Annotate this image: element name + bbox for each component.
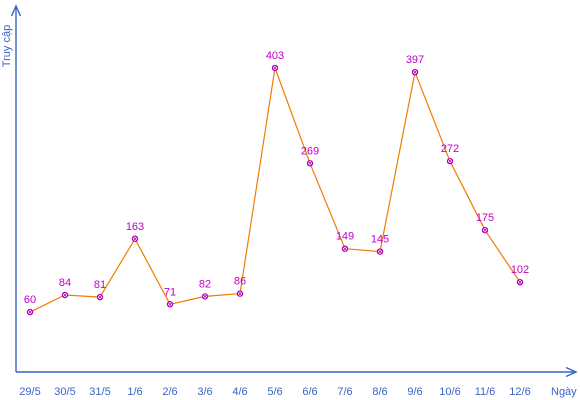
data-label: 102 xyxy=(511,264,529,276)
data-point xyxy=(516,278,524,286)
data-point xyxy=(26,308,34,316)
x-tick-label: 31/5 xyxy=(89,386,110,398)
data-point xyxy=(306,160,314,167)
data-label: 82 xyxy=(199,278,211,290)
x-tick-label: 1/6 xyxy=(127,386,142,398)
data-point-cross xyxy=(413,70,417,75)
data-point-cross xyxy=(98,295,102,300)
data-label: 163 xyxy=(126,221,144,233)
data-point-cross xyxy=(483,228,487,233)
data-point-cross xyxy=(308,161,312,166)
data-point xyxy=(61,291,69,299)
x-axis-title: Ngày xyxy=(551,386,577,398)
data-point-cross xyxy=(63,293,67,297)
x-tick-label: 3/6 xyxy=(197,386,212,398)
x-axis-arrow xyxy=(565,366,578,378)
y-axis-title: Truy cập xyxy=(1,25,13,67)
data-label: 272 xyxy=(441,143,459,155)
x-tick-label: 7/6 xyxy=(337,386,352,398)
data-label: 403 xyxy=(266,50,284,62)
data-point xyxy=(446,157,454,165)
x-tick-label: 9/6 xyxy=(407,386,422,398)
data-label: 397 xyxy=(406,54,424,66)
data-point xyxy=(271,64,279,72)
data-point-cross xyxy=(168,302,172,307)
x-tick-label: 29/5 xyxy=(19,386,40,398)
data-point-cross xyxy=(133,236,137,241)
axes xyxy=(10,4,578,378)
data-point xyxy=(411,68,419,76)
series-group xyxy=(29,65,521,313)
data-point-cross xyxy=(273,66,277,70)
data-label: 84 xyxy=(59,277,71,289)
y-axis-arrow xyxy=(10,4,22,17)
data-point xyxy=(236,290,244,297)
data-point xyxy=(201,293,209,300)
x-tick-label: 8/6 xyxy=(372,386,387,398)
data-label: 86 xyxy=(234,276,246,288)
data-labels-group: 60 84 81 163 71 82 86 403 269 149 145 397 272 175 102 xyxy=(24,50,529,306)
x-tick-label: 4/6 xyxy=(232,386,247,398)
data-point-cross xyxy=(343,246,347,251)
data-point-cross xyxy=(448,159,452,164)
x-tick-label: 12/6 xyxy=(509,386,530,398)
x-tick-label: 6/6 xyxy=(302,386,317,398)
data-point-cross xyxy=(238,291,242,296)
data-label: 175 xyxy=(476,212,494,224)
data-point-cross xyxy=(518,280,522,285)
series-line xyxy=(29,65,521,313)
x-tick-label: 5/6 xyxy=(267,386,282,398)
x-tick-label: 11/6 xyxy=(475,386,496,398)
data-point-cross xyxy=(28,310,32,314)
data-label: 81 xyxy=(94,279,106,291)
data-label: 149 xyxy=(336,231,354,243)
data-point xyxy=(131,235,139,242)
data-point xyxy=(376,248,384,255)
data-label: 71 xyxy=(164,286,176,298)
data-label: 269 xyxy=(301,145,319,157)
x-tick-labels: 29/5 30/5 31/5 1/6 2/6 3/6 4/6 5/6 6/6 7/6 8/6 9/6 1… xyxy=(19,386,530,398)
x-tick-label: 2/6 xyxy=(162,386,177,398)
data-point xyxy=(96,293,104,301)
data-point xyxy=(341,245,349,252)
data-point-cross xyxy=(203,294,207,299)
data-label: 145 xyxy=(371,234,389,246)
x-tick-label: 30/5 xyxy=(54,386,75,398)
markers-group xyxy=(26,64,524,316)
x-tick-label: 10/6 xyxy=(439,386,460,398)
data-point xyxy=(481,227,489,234)
data-point-cross xyxy=(378,249,382,254)
data-label: 60 xyxy=(24,294,36,306)
data-point xyxy=(166,301,174,308)
